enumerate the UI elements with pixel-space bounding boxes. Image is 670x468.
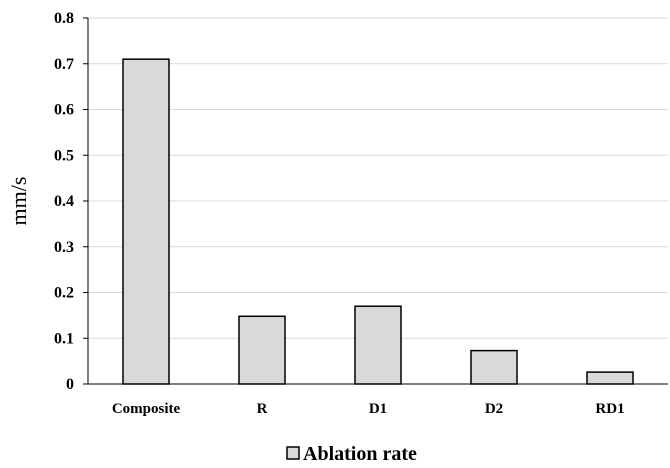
y-tick-labels: 0 0.1 0.2 0.3 0.4 0.5 0.6 0.7 0.8 xyxy=(54,10,74,393)
x-tick-labels: Composite R D1 D2 RD1 xyxy=(112,401,625,417)
y-tick-label: 0.1 xyxy=(54,330,74,347)
bar-d1 xyxy=(354,305,402,385)
bar-rd1 xyxy=(586,371,634,385)
x-tick-label: Composite xyxy=(112,401,181,417)
bar-composite xyxy=(122,58,170,385)
y-tick-label: 0.8 xyxy=(54,10,74,27)
bar-r xyxy=(238,315,286,385)
y-tick-label: 0.6 xyxy=(54,102,74,119)
x-tick-label: D2 xyxy=(485,401,503,417)
y-tick-label: 0.7 xyxy=(54,56,74,73)
bar-d2 xyxy=(470,349,518,385)
x-tick-label: D1 xyxy=(369,401,387,417)
legend: Ablation rate xyxy=(286,443,417,465)
y-tick-label: 0.3 xyxy=(54,239,74,256)
y-tick-label: 0.4 xyxy=(54,193,74,210)
x-tick-label: R xyxy=(257,401,268,417)
bars xyxy=(122,58,634,385)
legend-label: Ablation rate xyxy=(303,443,417,465)
y-tick-label: 0.5 xyxy=(54,147,74,164)
grid-lines xyxy=(83,17,668,385)
y-axis-label: mm/s xyxy=(6,177,31,226)
y-tick-label: 0 xyxy=(66,376,74,393)
y-tick-label: 0.2 xyxy=(54,285,74,302)
x-tick-label: RD1 xyxy=(595,401,624,417)
legend-swatch xyxy=(286,446,300,460)
